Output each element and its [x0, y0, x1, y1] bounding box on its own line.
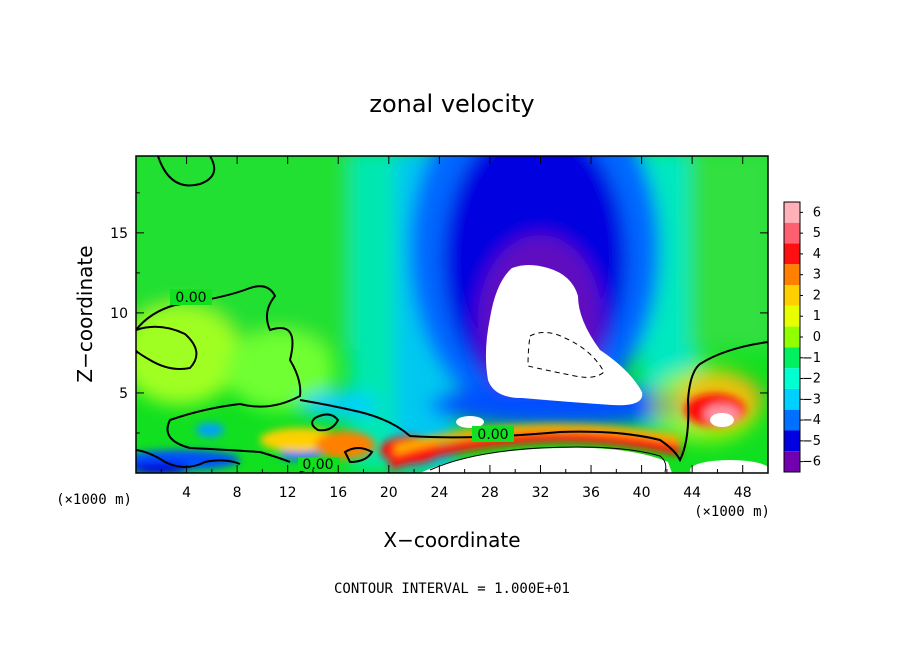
- contour-label-3: 0.00: [302, 457, 333, 473]
- colorbar-label: 1: [813, 309, 821, 324]
- colorbar-swatch: [784, 430, 800, 452]
- field-blue-spot-left: [196, 423, 224, 437]
- x-axis-label: X−coordinate: [383, 528, 520, 552]
- colorbar-label: 2: [813, 288, 821, 303]
- contour-10-bottom: [429, 446, 667, 473]
- contour-zero-top-left: [157, 156, 216, 187]
- colorbar-label: −1: [802, 351, 821, 366]
- colorbar-swatch: [784, 347, 800, 369]
- colorbar-swatch: [784, 202, 800, 223]
- contour-neg10-dashed: [527, 332, 605, 378]
- x-unit-right: (×1000 m): [694, 504, 770, 520]
- contour-label-2: 0.00: [477, 427, 508, 443]
- plot-frame: [135, 155, 769, 474]
- field-white-bottom: [420, 447, 672, 473]
- plot-area: 0.00 0.00 0.00: [136, 156, 768, 473]
- colorbar-swatch: [784, 243, 800, 265]
- contour-zero-left-loop: [136, 325, 198, 370]
- x-tick-label: 20: [380, 485, 398, 501]
- contour-label-bg-1: [170, 289, 212, 305]
- field-white-core: [485, 265, 643, 406]
- y-axis-ticks: 5 10 15: [110, 192, 768, 434]
- colorbar-swatch: [784, 305, 800, 327]
- x-tick-label: 44: [683, 485, 701, 501]
- x-tick-label: 4: [182, 485, 191, 501]
- x-tick-label: 40: [633, 485, 651, 501]
- colorbar-swatch: [784, 451, 800, 472]
- field-lightgreen-left2: [225, 330, 335, 410]
- colorbar-label: −5: [802, 434, 821, 449]
- contour-lines: [136, 156, 768, 473]
- contour-zero-left: [136, 285, 302, 463]
- chart-title: zonal velocity: [369, 90, 534, 118]
- colorbar-swatch: [784, 388, 800, 410]
- y-tick-label: 5: [119, 386, 128, 402]
- colorbar-swatch: [784, 222, 800, 244]
- x-tick-label: 36: [582, 485, 600, 501]
- contour-interval-footer: CONTOUR INTERVAL = 1.000E+01: [334, 581, 570, 597]
- y-tick-label: 15: [110, 226, 128, 242]
- field-band-green-right: [690, 156, 768, 350]
- colorbar-label: −4: [802, 413, 821, 428]
- contour-lines-thin: [429, 332, 667, 473]
- x-tick-label: 16: [329, 485, 347, 501]
- colorbar-label: −3: [802, 392, 821, 407]
- x-axis-ticks: 4 8 12 16 20 24 28 32 36 40 44 48: [160, 156, 752, 501]
- contour-zero-mid-blob2: [343, 447, 374, 464]
- colorbar-label: 0: [813, 330, 821, 345]
- x-tick-label: 24: [430, 485, 448, 501]
- field-darkblue-bottom-left: [136, 462, 190, 473]
- colorbar-label: −6: [802, 455, 821, 470]
- colorbar-label: 3: [813, 268, 821, 283]
- x-tick-label: 28: [481, 485, 499, 501]
- colorbar-swatch: [784, 368, 800, 389]
- colorbar-swatch: [784, 409, 800, 431]
- field-white-bottom-right: [690, 460, 768, 473]
- contour-label-bg-2: [472, 426, 514, 442]
- y-axis-label: Z−coordinate: [73, 245, 97, 382]
- contour-zero-mid-blob: [311, 413, 340, 432]
- x-tick-label: 12: [279, 485, 297, 501]
- x-tick-label: 8: [233, 485, 242, 501]
- colorbar-label: 4: [813, 247, 821, 262]
- x-tick-label: 48: [734, 485, 752, 501]
- field-white-right-spot: [710, 413, 734, 427]
- colorbar-label: −2: [802, 372, 821, 387]
- field-white-small: [456, 416, 484, 428]
- colorbar-swatch: [784, 264, 800, 286]
- colorbar-label: 5: [813, 226, 821, 241]
- contour-zero-left-bottom: [136, 449, 241, 468]
- colorbar: 6 5 4 3 2 1 0 −1 −2 −3 −4 −5 −6: [783, 201, 821, 473]
- colorbar-swatch: [784, 326, 800, 348]
- contour-zero-mid: [299, 341, 768, 463]
- colorbar-swatch: [784, 285, 800, 306]
- field-red-shear-band: [390, 430, 680, 470]
- field-orange-low: [315, 431, 375, 459]
- field-lightgreen-left: [136, 305, 240, 405]
- contour-label-1: 0.00: [175, 290, 206, 306]
- x-tick-label: 32: [532, 485, 550, 501]
- colorbar-label: 6: [813, 205, 821, 220]
- y-tick-label: 10: [110, 306, 128, 322]
- x-unit-left: (×1000 m): [56, 492, 132, 508]
- contour-label-bg-3: [298, 457, 340, 471]
